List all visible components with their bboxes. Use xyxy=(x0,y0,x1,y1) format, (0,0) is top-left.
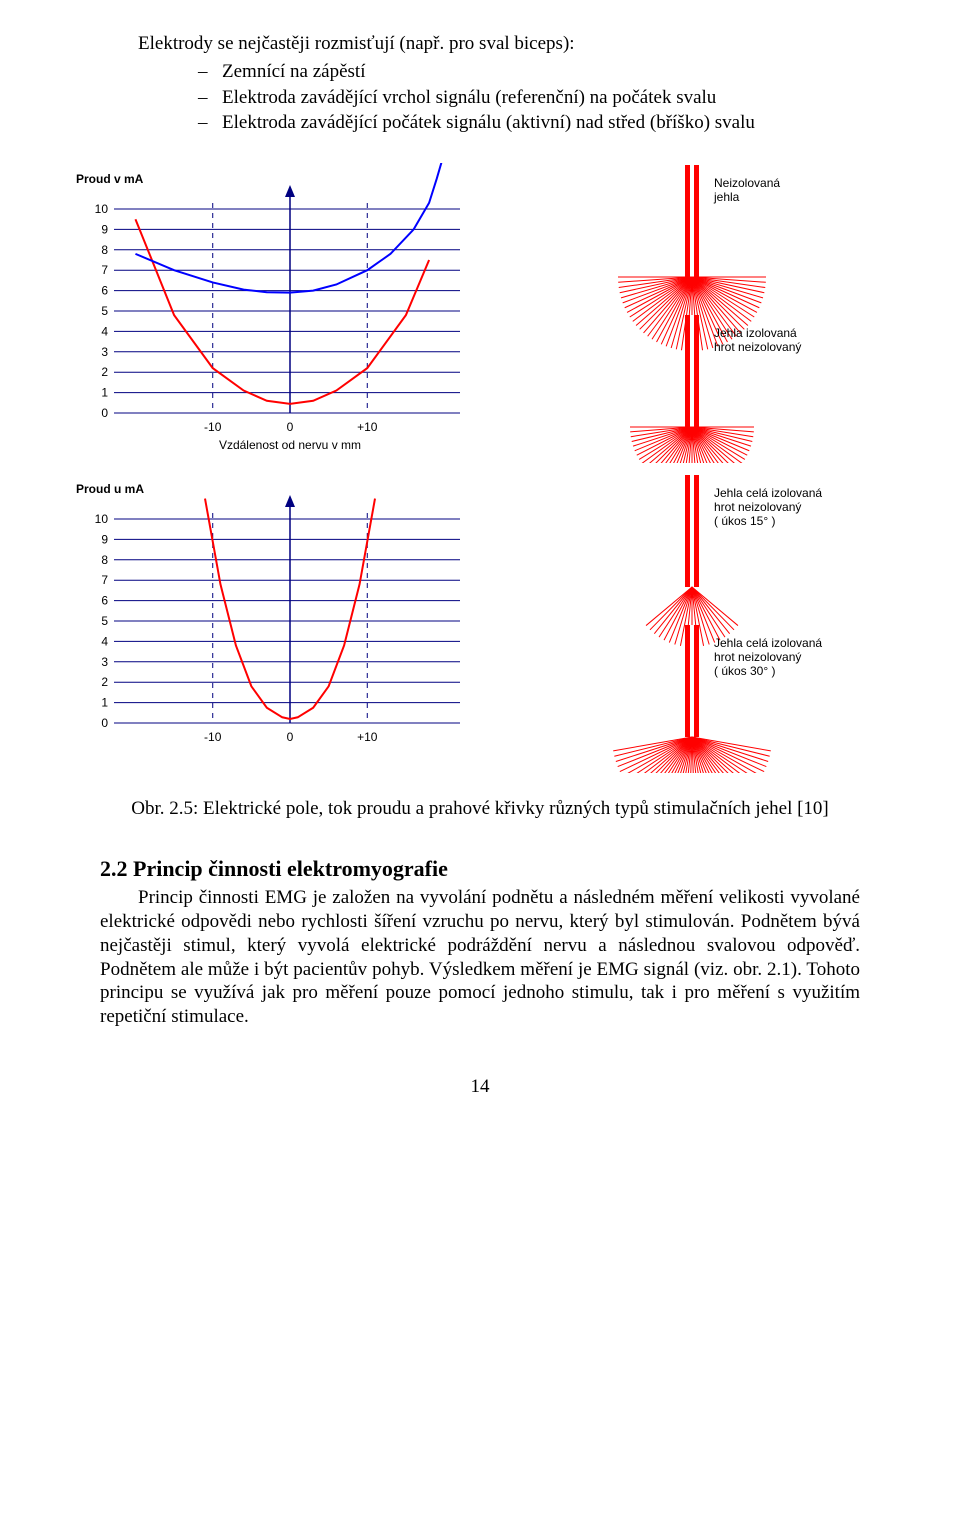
svg-text:Neizolovaná: Neizolovaná xyxy=(714,176,780,190)
list-item: – Elektroda zavádějící počátek signálu (… xyxy=(198,111,860,135)
svg-text:2: 2 xyxy=(101,675,108,689)
page-container: Elektrody se nejčastěji rozmisťují (např… xyxy=(0,0,960,1139)
svg-text:Jehla celá izolovaná: Jehla celá izolovaná xyxy=(714,636,822,650)
svg-text:10: 10 xyxy=(95,512,109,526)
svg-text:7: 7 xyxy=(101,263,108,277)
svg-text:8: 8 xyxy=(101,243,108,257)
figures-block: Proud v mA012345678910-100+10Vzdálenost … xyxy=(60,163,900,773)
svg-text:Jehla izolovaná: Jehla izolovaná xyxy=(714,326,797,340)
svg-text:8: 8 xyxy=(101,553,108,567)
body-paragraph: Princip činnosti EMG je založen na vyvol… xyxy=(100,886,860,1029)
svg-text:jehla: jehla xyxy=(713,190,740,204)
svg-text:4: 4 xyxy=(101,324,108,338)
svg-text:( úkos 30° ): ( úkos 30° ) xyxy=(714,664,776,678)
svg-text:4: 4 xyxy=(101,634,108,648)
svg-text:-10: -10 xyxy=(204,420,222,434)
page-number: 14 xyxy=(100,1075,860,1099)
svg-text:Jehla celá izolovaná: Jehla celá izolovaná xyxy=(714,486,822,500)
svg-text:+10: +10 xyxy=(357,420,378,434)
svg-text:6: 6 xyxy=(101,594,108,608)
svg-text:9: 9 xyxy=(101,222,108,236)
bullet-text: Zemnící na zápěstí xyxy=(222,60,860,84)
bullet-text: Elektroda zavádějící počátek signálu (ak… xyxy=(222,111,860,135)
list-item: – Elektroda zavádějící vrchol signálu (r… xyxy=(198,86,860,110)
bullet-dash-icon: – xyxy=(198,111,222,135)
svg-text:10: 10 xyxy=(95,202,109,216)
svg-text:0: 0 xyxy=(101,406,108,420)
bullet-text: Elektroda zavádějící vrchol signálu (ref… xyxy=(222,86,860,110)
svg-text:hrot neizolovaný: hrot neizolovaný xyxy=(714,340,801,354)
svg-text:3: 3 xyxy=(101,655,108,669)
threshold-chart-2: Proud u mA 0 1 2 3 4 5 6 7 8 9 10 -10 0 +10 xyxy=(60,473,480,773)
needle-diagrams-top: Neizolovanájehla Jehla izolovanáhrot neiz… xyxy=(492,163,912,463)
svg-text:Vzdálenost od nervu v mm: Vzdálenost od nervu v mm xyxy=(219,438,361,452)
svg-text:7: 7 xyxy=(101,573,108,587)
svg-text:1: 1 xyxy=(101,386,108,400)
needle-diagrams-bottom: Jehla celá izolovanáhrot neizolovaný( úk… xyxy=(492,473,912,773)
svg-text:Proud u mA: Proud u mA xyxy=(76,482,144,496)
svg-text:9: 9 xyxy=(101,532,108,546)
svg-text:-10: -10 xyxy=(204,730,222,744)
svg-text:2: 2 xyxy=(101,365,108,379)
threshold-chart-1: Proud v mA 0 1 2 3 4 5 6 7 8 9 10 -10 0 +10 Vzdálenost … xyxy=(60,163,480,463)
svg-text:Proud v mA: Proud v mA xyxy=(76,172,144,186)
svg-text:0: 0 xyxy=(287,420,294,434)
svg-text:+10: +10 xyxy=(357,730,378,744)
figure-row-2: Proud u mA 0 1 2 3 4 5 6 7 8 9 10 -10 0 +10 Jehla celá… xyxy=(60,473,900,773)
svg-text:0: 0 xyxy=(287,730,294,744)
svg-text:0: 0 xyxy=(101,716,108,730)
svg-text:5: 5 xyxy=(101,304,108,318)
figure-row-1: Proud v mA 0 1 2 3 4 5 6 7 8 9 10 -10 0 +10 Vzdálenost … xyxy=(60,163,900,463)
bullet-dash-icon: – xyxy=(198,60,222,84)
figure-caption: Obr. 2.5: Elektrické pole, tok proudu a … xyxy=(100,797,860,821)
svg-text:5: 5 xyxy=(101,614,108,628)
svg-text:( úkos 15° ): ( úkos 15° ) xyxy=(714,514,776,528)
svg-text:hrot neizolovaný: hrot neizolovaný xyxy=(714,650,801,664)
bullet-dash-icon: – xyxy=(198,86,222,110)
list-item: – Zemnící na zápěstí xyxy=(198,60,860,84)
intro-text: Elektrody se nejčastěji rozmisťují (např… xyxy=(100,32,860,56)
svg-text:1: 1 xyxy=(101,696,108,710)
svg-text:hrot neizolovaný: hrot neizolovaný xyxy=(714,500,801,514)
section-heading: 2.2 Princip činnosti elektromyografie xyxy=(100,855,860,883)
bullet-list: – Zemnící na zápěstí – Elektroda zaváděj… xyxy=(100,60,860,135)
svg-text:6: 6 xyxy=(101,284,108,298)
svg-text:3: 3 xyxy=(101,345,108,359)
